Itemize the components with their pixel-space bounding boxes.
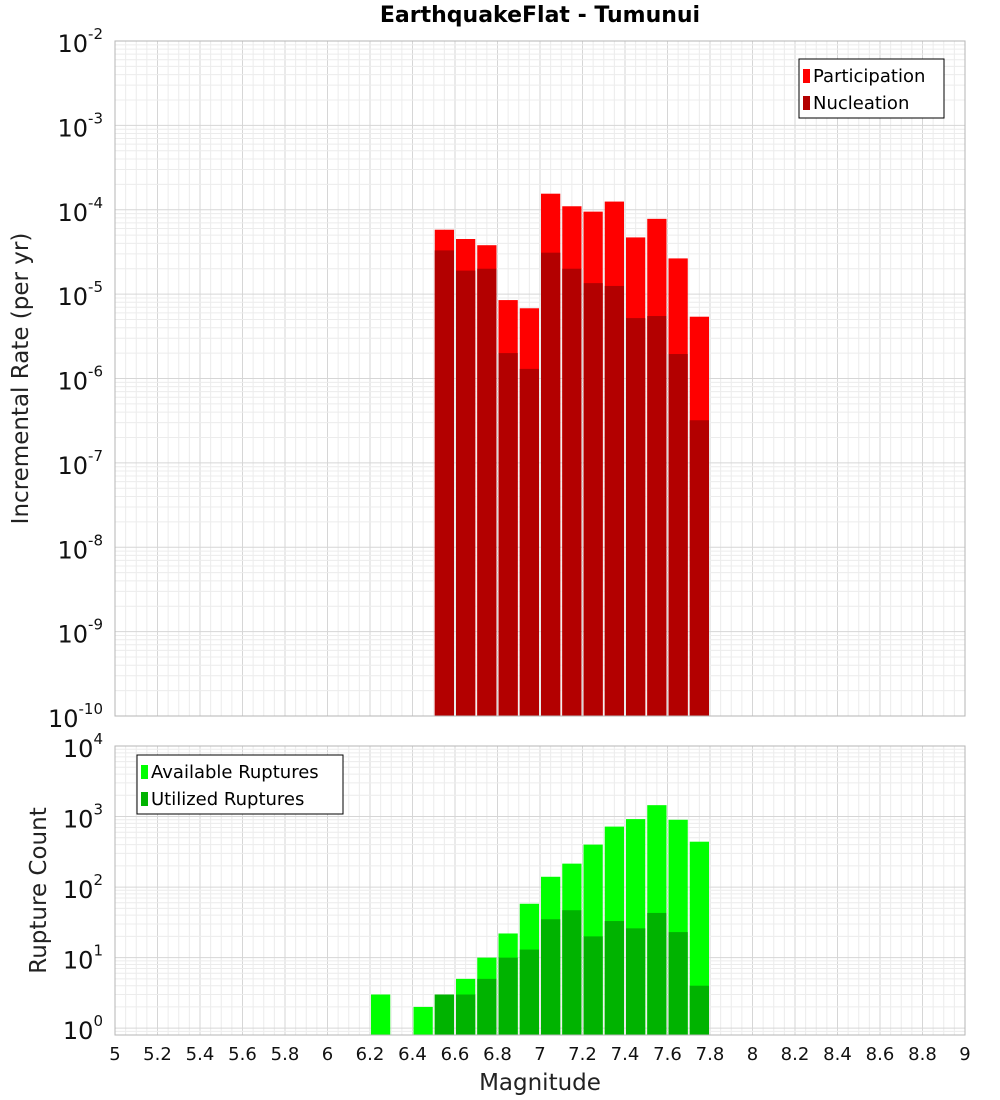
- legend: Participation Nucleation: [798, 58, 945, 119]
- y-tick-label: 10-3: [57, 109, 103, 142]
- bar-available-ruptures: [413, 1006, 433, 1035]
- x-tick-label: 7: [534, 1044, 545, 1065]
- y-tick-label: 102: [63, 871, 103, 904]
- x-tick-label: 6: [322, 1044, 333, 1065]
- y-axis-label: Incremental Rate (per yr): [8, 233, 34, 525]
- y-tick-label: 100: [63, 1012, 103, 1045]
- bars: [434, 193, 709, 717]
- bars: [371, 805, 709, 1035]
- y-axis: 10-10 10-9 10-8 10-7 10-6 10-5 10-4 10-3 10-2: [48, 25, 103, 733]
- x-tick-label: 8.2: [781, 1044, 810, 1065]
- plot-border: [114, 745, 966, 1036]
- x-axis: 5 5.2 5.4 5.6 5.8 6 6.2 6.4 6.6 6.8 7 7.2 7.4 7.6 7.8 8…: [109, 1044, 970, 1065]
- y-tick-label: 10-6: [57, 363, 103, 396]
- bar-utilized-ruptures: [434, 994, 454, 1035]
- x-tick-label: 5.8: [271, 1044, 300, 1065]
- y-axis: 100 101 102 103 104: [63, 730, 103, 1045]
- count-panel: 100 101 102 103 104 Rupture Count Available Ru…: [26, 730, 966, 1045]
- legend-swatch: [803, 69, 810, 83]
- y-tick-label: 104: [63, 730, 103, 763]
- bar-nucleation: [541, 252, 561, 716]
- legend-entry: Utilized Ruptures: [151, 789, 304, 810]
- bar-nucleation: [647, 316, 667, 716]
- x-tick-label: 8: [747, 1044, 758, 1065]
- bar-available-ruptures: [371, 994, 391, 1035]
- bar-utilized-ruptures: [604, 921, 624, 1035]
- y-tick-label: 10-2: [57, 25, 103, 58]
- y-tick-label: 10-10: [48, 700, 103, 733]
- y-tick-label: 103: [63, 801, 103, 834]
- bar-utilized-ruptures: [583, 936, 603, 1035]
- bar-nucleation: [583, 283, 603, 716]
- x-tick-label: 6.4: [398, 1044, 427, 1065]
- bar-utilized-ruptures: [519, 949, 539, 1035]
- x-tick-label: 8.4: [823, 1044, 852, 1065]
- bar-utilized-ruptures: [689, 985, 709, 1035]
- x-tick-label: 5.4: [186, 1044, 215, 1065]
- y-tick-label: 10-7: [57, 447, 103, 480]
- bar-utilized-ruptures: [541, 919, 561, 1035]
- x-tick-label: 7.6: [653, 1044, 682, 1065]
- bar-utilized-ruptures: [498, 957, 518, 1035]
- x-tick-label: 8.6: [866, 1044, 895, 1065]
- legend-entry: Nucleation: [813, 93, 909, 114]
- y-tick-label: 10-4: [57, 194, 103, 227]
- x-tick-label: 6.8: [483, 1044, 512, 1065]
- legend-box: [136, 754, 344, 815]
- legend-box: [798, 58, 945, 119]
- legend-swatch: [141, 765, 148, 779]
- bar-nucleation: [434, 250, 454, 717]
- x-tick-label: 8.8: [908, 1044, 937, 1065]
- legend-entry: Available Ruptures: [151, 762, 319, 783]
- bar-nucleation: [498, 353, 518, 716]
- bar-nucleation: [626, 318, 646, 716]
- grid: [114, 40, 966, 717]
- chart-title: EarthquakeFlat - Tumunui: [380, 3, 700, 28]
- bar-nucleation: [519, 368, 539, 716]
- x-axis-label: Magnitude: [479, 1070, 601, 1096]
- bar-nucleation: [562, 268, 582, 716]
- y-tick-label: 10-8: [57, 531, 103, 564]
- bar-nucleation: [477, 268, 497, 716]
- rate-panel: 10-10 10-9 10-8 10-7 10-6 10-5 10-4 10-3 10-2 Inc…: [8, 25, 966, 733]
- y-tick-label: 10-5: [57, 278, 103, 311]
- x-tick-label: 5.6: [228, 1044, 257, 1065]
- bar-utilized-ruptures: [562, 910, 582, 1035]
- x-tick-label: 7.8: [696, 1044, 725, 1065]
- legend-entry: Participation: [813, 66, 925, 87]
- x-tick-label: 9: [959, 1044, 970, 1065]
- bar-nucleation: [689, 420, 709, 716]
- plot-border: [114, 40, 966, 717]
- legend: Available Ruptures Utilized Ruptures: [136, 754, 344, 815]
- bar-utilized-ruptures: [647, 912, 667, 1035]
- x-tick-label: 7.2: [568, 1044, 597, 1065]
- x-tick-label: 6.2: [356, 1044, 385, 1065]
- y-tick-label: 101: [63, 942, 103, 975]
- x-tick-label: 5: [109, 1044, 120, 1065]
- y-axis-label: Rupture Count: [26, 807, 52, 973]
- bar-utilized-ruptures: [477, 978, 497, 1035]
- x-tick-label: 7.4: [611, 1044, 640, 1065]
- bar-nucleation: [668, 354, 688, 716]
- bar-utilized-ruptures: [626, 928, 646, 1035]
- bar-utilized-ruptures: [456, 994, 476, 1035]
- legend-swatch: [141, 792, 148, 806]
- legend-swatch: [803, 96, 810, 110]
- bar-nucleation: [456, 270, 476, 716]
- x-tick-label: 6.6: [441, 1044, 470, 1065]
- x-tick-label: 5.2: [143, 1044, 172, 1065]
- bar-utilized-ruptures: [668, 932, 688, 1035]
- bar-nucleation: [604, 285, 624, 716]
- y-tick-label: 10-9: [57, 616, 103, 649]
